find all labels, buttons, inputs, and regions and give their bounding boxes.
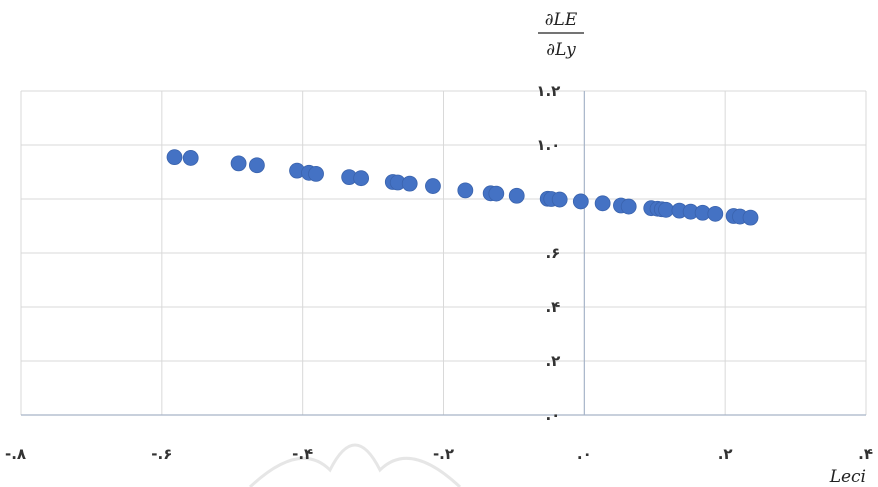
data-point: [425, 178, 441, 194]
data-point: [488, 185, 505, 202]
x-axis-label: Leci: [829, 467, 866, 487]
x-tick-labels: -.۸ -.۶ -.۴ -.۲ .۰ .۲ .۴: [5, 445, 873, 463]
y-axis-label-numerator: ∂LE: [545, 10, 578, 30]
axes: [21, 91, 866, 416]
background-watermark: [248, 443, 462, 487]
data-point: [742, 209, 759, 226]
data-point: [248, 157, 265, 174]
y-tick-label: .۰: [545, 406, 560, 424]
data-point: [401, 175, 418, 192]
data-point: [230, 155, 247, 172]
data-point: [308, 165, 324, 182]
data-point: [594, 195, 611, 212]
y-tick-label: .۶: [545, 244, 560, 262]
data-points: [166, 149, 759, 226]
y-axis-label: ∂LE ∂Ly: [538, 10, 584, 60]
data-point: [508, 187, 525, 204]
x-tick-label: -.۴: [292, 445, 313, 463]
grid-lines: [20, 90, 867, 416]
data-point: [620, 198, 637, 215]
data-point: [166, 149, 183, 166]
x-tick-label: .۴: [858, 445, 873, 463]
y-tick-label: .۲: [545, 352, 560, 370]
data-point: [182, 150, 199, 166]
x-tick-label: .۰: [577, 445, 592, 463]
y-tick-label: .۴: [545, 298, 560, 316]
data-point: [572, 193, 589, 210]
x-tick-label: -.۲: [433, 445, 454, 463]
data-point: [457, 182, 474, 199]
x-tick-label: -.۸: [5, 445, 26, 463]
y-axis-label-denominator: ∂Ly: [546, 40, 576, 60]
y-tick-label: ۱.۰: [536, 136, 560, 154]
data-point: [353, 170, 370, 187]
x-tick-label: .۲: [718, 445, 733, 463]
x-tick-label: -.۶: [151, 445, 172, 463]
y-tick-label: ۱.۲: [536, 82, 560, 100]
data-point: [658, 201, 674, 218]
data-point: [707, 205, 724, 222]
data-point: [551, 191, 568, 208]
